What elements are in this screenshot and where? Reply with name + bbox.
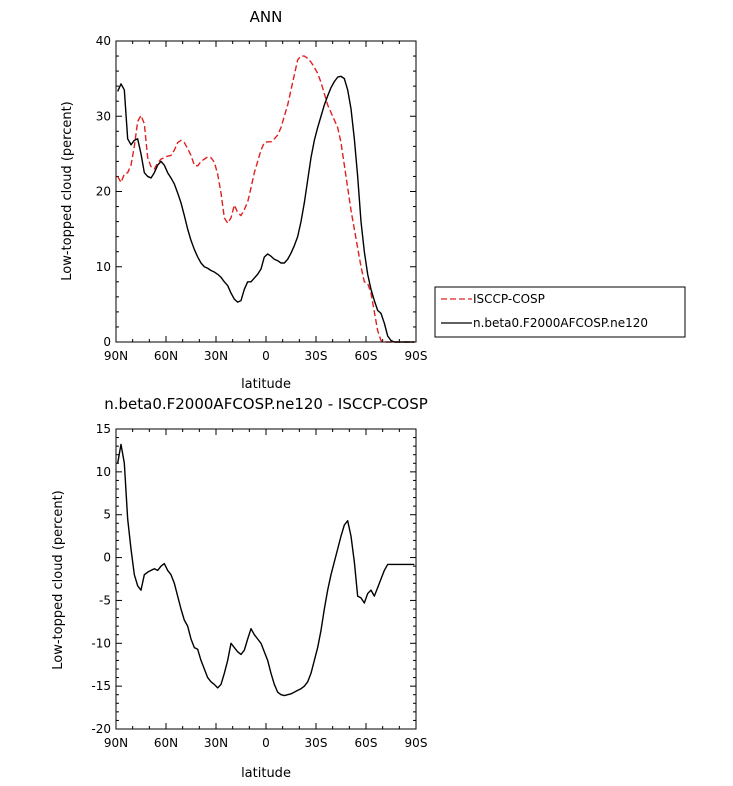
bottom-x-tick-label: 90S — [405, 736, 428, 750]
top-x-tick-label: 90S — [405, 349, 428, 363]
top-x-tick-label: 0 — [262, 349, 270, 363]
top-y-tick-label: 10 — [96, 260, 111, 274]
bottom-series-line-0 — [116, 443, 415, 697]
bottom-x-tick-label: 30N — [204, 736, 228, 750]
top-x-tick-label: 30N — [204, 349, 228, 363]
bottom-chart-title: n.beta0.F2000AFCOSP.ne120 - ISCCP-COSP — [104, 395, 428, 413]
legend-label-isccp: ISCCP-COSP — [473, 292, 545, 306]
top-x-tick-label: 90N — [104, 349, 128, 363]
bottom-y-tick-label: 15 — [96, 422, 111, 436]
bottom-x-axis-label: latitude — [241, 766, 291, 781]
top-plot-frame — [115, 40, 417, 343]
bottom-plot-frame — [115, 428, 417, 730]
bottom-y-tick-label: -10 — [91, 636, 111, 650]
bottom-series-group — [116, 443, 415, 697]
bottom-y-tick-label: -5 — [99, 593, 111, 607]
top-x-tick-label: 60S — [355, 349, 378, 363]
bottom-y-tick-label: 10 — [96, 465, 111, 479]
top-axis-ticks: 90N 60N 30N 0 30S 60S 90S 0 10 20 30 40 — [96, 34, 428, 363]
top-chart-title: ANN — [250, 8, 283, 26]
top-panel: ANN Low-topped cloud (percent) latitude … — [60, 8, 427, 392]
bottom-y-axis-label: Low-topped cloud (percent) — [51, 490, 66, 670]
top-x-tick-label: 30S — [305, 349, 328, 363]
top-x-axis-label: latitude — [241, 377, 291, 392]
top-y-tick-label: 20 — [96, 185, 111, 199]
top-y-tick-label: 40 — [96, 34, 111, 48]
top-series-group — [117, 55, 415, 343]
legend-label-model: n.beta0.F2000AFCOSP.ne120 — [473, 316, 648, 330]
bottom-x-tick-label: 60S — [355, 736, 378, 750]
bottom-y-tick-label: 0 — [103, 551, 111, 565]
bottom-y-tick-label: -15 — [91, 679, 111, 693]
top-series-line-1 — [117, 75, 415, 343]
top-y-tick-label: 30 — [96, 109, 111, 123]
top-series-line-0 — [117, 55, 415, 343]
legend: ISCCP-COSP n.beta0.F2000AFCOSP.ne120 — [434, 286, 686, 338]
top-y-axis-label: Low-topped cloud (percent) — [60, 101, 75, 281]
bottom-x-tick-label: 30S — [305, 736, 328, 750]
top-x-tick-label: 60N — [154, 349, 178, 363]
bottom-x-tick-label: 0 — [262, 736, 270, 750]
bottom-x-tick-label: 90N — [104, 736, 128, 750]
bottom-x-tick-label: 60N — [154, 736, 178, 750]
top-y-tick-label: 0 — [103, 335, 111, 349]
bottom-panel: n.beta0.F2000AFCOSP.ne120 - ISCCP-COSP L… — [51, 395, 428, 781]
legend-box — [434, 286, 686, 338]
bottom-y-tick-label: 5 — [103, 508, 111, 522]
bottom-y-tick-label: -20 — [91, 722, 111, 736]
